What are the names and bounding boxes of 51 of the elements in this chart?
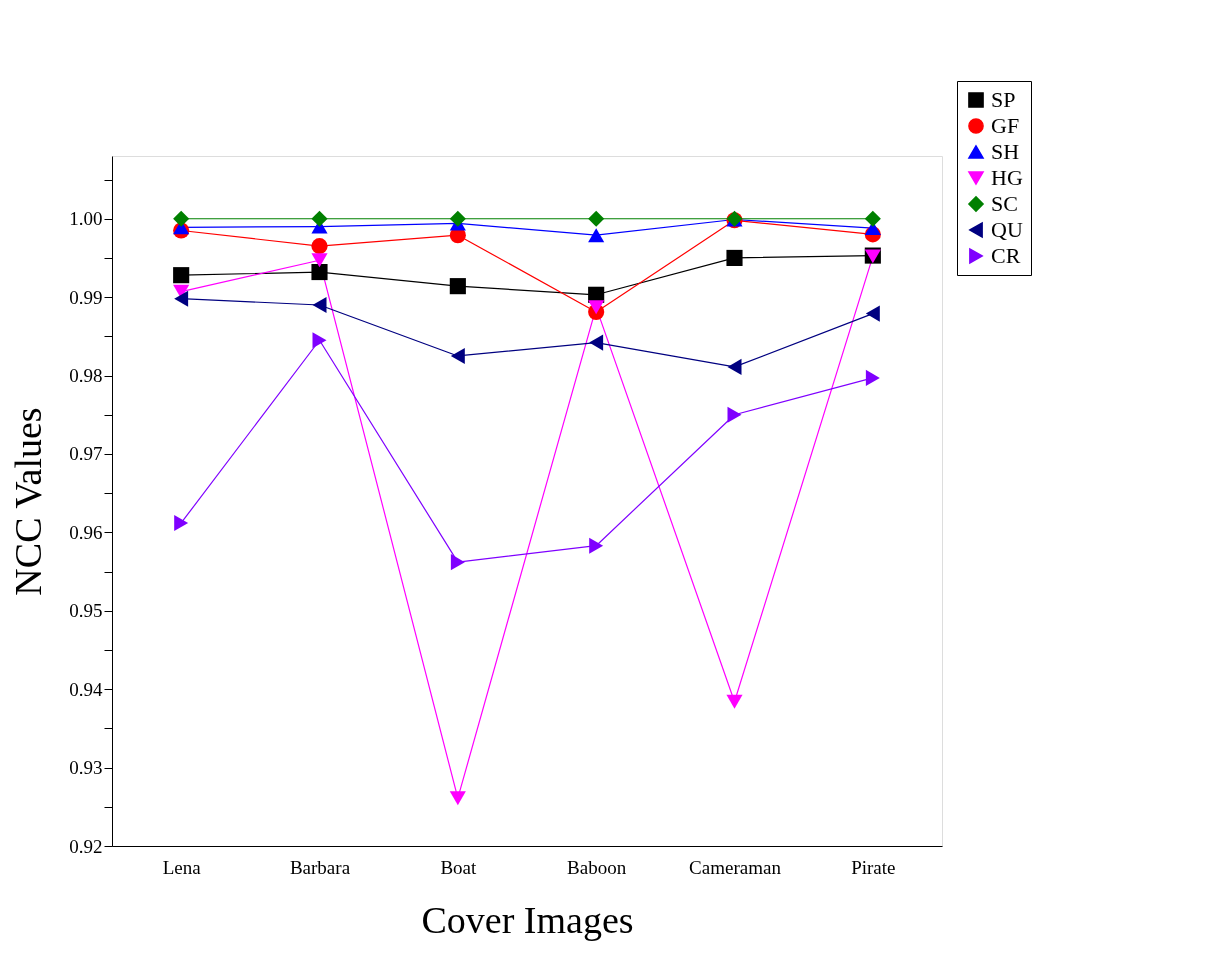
point — [864, 210, 881, 227]
legend-label: SH — [991, 139, 1020, 164]
point — [726, 249, 743, 266]
point — [727, 406, 742, 423]
point — [726, 694, 743, 709]
y-tick-label: 0.96 — [69, 521, 103, 543]
x-axis-title: Cover Images — [421, 898, 634, 941]
point — [173, 210, 190, 227]
y-tick-label: 0.97 — [69, 443, 103, 465]
point — [589, 537, 604, 554]
legend-label: QU — [991, 217, 1023, 242]
point — [312, 332, 327, 349]
point — [450, 347, 465, 365]
point — [449, 278, 466, 295]
x-tick-label: Boat — [440, 856, 477, 878]
legend-label: HG — [991, 165, 1023, 190]
x-tick-label: Pirate — [851, 856, 896, 878]
point — [311, 238, 328, 255]
point — [865, 305, 880, 322]
point — [311, 253, 328, 268]
y-tick-label: 0.99 — [69, 286, 103, 308]
point — [173, 267, 190, 284]
legend-label: SP — [991, 87, 1016, 112]
y-tick-label: 1.00 — [69, 208, 103, 230]
point — [311, 263, 328, 281]
point — [449, 210, 466, 227]
legend-label: SC — [991, 191, 1018, 216]
y-tick-label: 0.98 — [69, 365, 103, 387]
point — [174, 290, 189, 307]
legend-label: CR — [991, 243, 1021, 268]
y-tick-label: 0.93 — [69, 757, 103, 779]
point — [449, 791, 466, 806]
x-tick-label: Cameraman — [689, 856, 782, 878]
point — [174, 514, 189, 532]
point — [588, 228, 605, 243]
x-tick-label: Baboon — [567, 856, 627, 878]
y-tick-label: 0.95 — [69, 600, 103, 622]
legend-label: GF — [991, 113, 1020, 138]
point — [588, 210, 605, 227]
point — [589, 334, 604, 351]
point — [311, 210, 328, 227]
y-axis-title: NCC Values — [7, 407, 50, 596]
point — [865, 369, 880, 386]
point — [727, 358, 742, 375]
point — [312, 296, 327, 314]
point — [450, 554, 465, 571]
y-tick-label: 0.92 — [69, 835, 103, 857]
x-tick-label: Barbara — [289, 856, 351, 878]
y-tick-label: 0.94 — [69, 678, 103, 700]
x-tick-label: Lena — [162, 856, 202, 878]
point — [588, 300, 605, 315]
